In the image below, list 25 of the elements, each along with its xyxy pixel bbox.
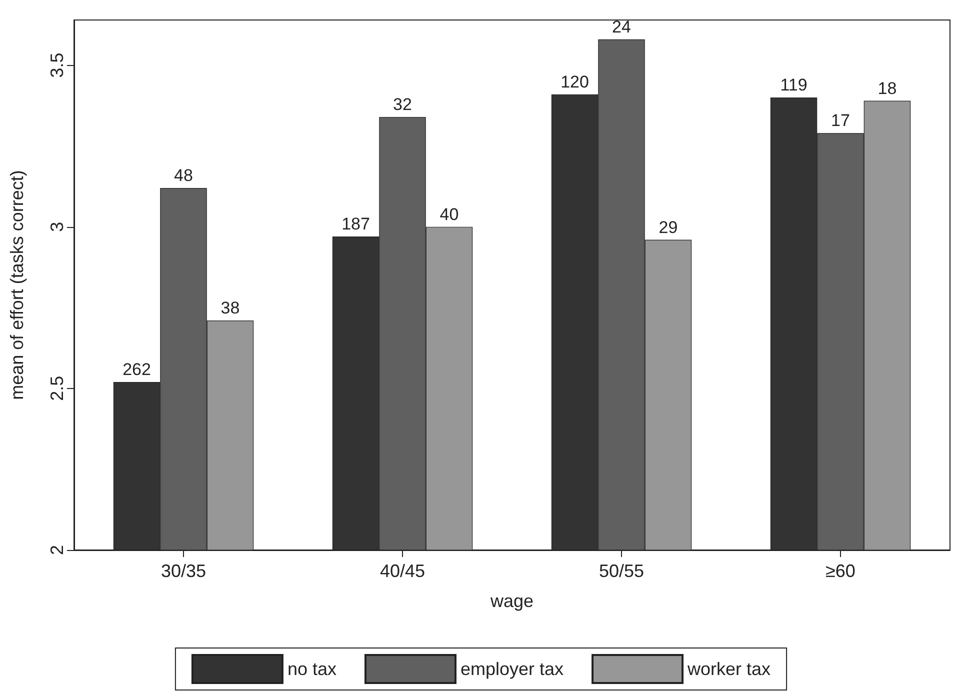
x-tick-label: 50/55 bbox=[598, 561, 644, 581]
legend-label: employer tax bbox=[460, 659, 564, 679]
annotation: 187 bbox=[342, 214, 370, 234]
y-tick-label: 3.5 bbox=[47, 52, 67, 78]
annotation: 48 bbox=[174, 166, 193, 186]
legend-label: worker tax bbox=[686, 659, 771, 679]
legend-label: no tax bbox=[287, 659, 336, 679]
annotation: 38 bbox=[220, 298, 240, 318]
annotation: 32 bbox=[393, 94, 412, 114]
x-tick-label: 30/35 bbox=[160, 561, 206, 581]
annotation: 120 bbox=[560, 72, 589, 92]
annotation: 29 bbox=[658, 218, 678, 237]
y-tick-label: 2.5 bbox=[47, 376, 67, 401]
annotation: 17 bbox=[831, 111, 850, 130]
annotation: 262 bbox=[122, 360, 151, 379]
y-tick-label: 2 bbox=[47, 544, 67, 556]
annotation: 40 bbox=[440, 204, 459, 224]
annotation: 119 bbox=[780, 76, 808, 95]
annotation: 18 bbox=[878, 78, 897, 98]
y-tick-label: 3 bbox=[47, 222, 67, 232]
y-axis-title: mean of effort (tasks correct) bbox=[7, 170, 27, 400]
x-tick-label: 40/45 bbox=[380, 561, 426, 581]
x-axis-title: wage bbox=[489, 591, 534, 611]
x-tick-label: ≥60 bbox=[826, 561, 856, 581]
annotation: 24 bbox=[612, 17, 631, 36]
